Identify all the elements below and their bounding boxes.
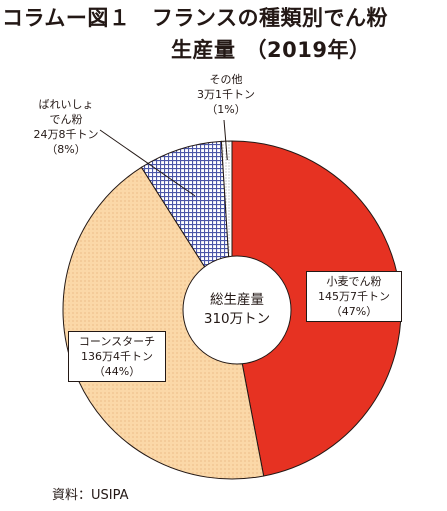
total-label-title: 総生産量 [210, 292, 264, 308]
corn-label-amount: 136万4千トン [81, 350, 153, 363]
other-label-pct: （1%） [206, 103, 246, 116]
chart-title: コラムー図１ フランスの種類別でん粉 生産量 （2019年） [0, 2, 447, 66]
other-label: その他 3万1千トン （1%） [186, 72, 266, 117]
potato-label-name-2: でん粉 [49, 113, 83, 126]
total-label: 総生産量 310万トン [187, 291, 287, 329]
total-label-value: 310万トン [203, 311, 271, 327]
corn-label-pct: （44%） [93, 365, 141, 378]
corn-label-name: コーンスターチ [78, 335, 156, 348]
source-note: 資料：USIPA [52, 488, 129, 503]
potato-leader-line [99, 129, 196, 197]
potato-label: ばれいしょ でん粉 24万8千トン （8%） [24, 97, 108, 157]
title-line-2: 生産量 [171, 38, 236, 62]
potato-label-pct: （8%） [46, 143, 86, 156]
wheat-label-amount: 145万7千トン [318, 290, 390, 303]
center-hole [182, 255, 292, 365]
title-line-1: フランスの種類別でん粉 [151, 6, 388, 30]
corn-label: コーンスターチ 136万4千トン （44%） [68, 331, 166, 382]
other-label-name: その他 [209, 73, 243, 86]
other-leader-line [223, 119, 228, 161]
potato-label-amount: 24万8千トン [33, 128, 99, 141]
wheat-label-pct: （47%） [330, 305, 378, 318]
other-label-amount: 3万1千トン [197, 88, 255, 101]
wheat-label: 小麦でん粉 145万7千トン （47%） [306, 271, 402, 322]
potato-label-name-1: ばれいしょ [38, 98, 94, 111]
figure-number: コラムー図１ [2, 6, 131, 30]
title-year: （2019年） [245, 38, 371, 62]
wheat-label-name: 小麦でん粉 [326, 275, 382, 288]
